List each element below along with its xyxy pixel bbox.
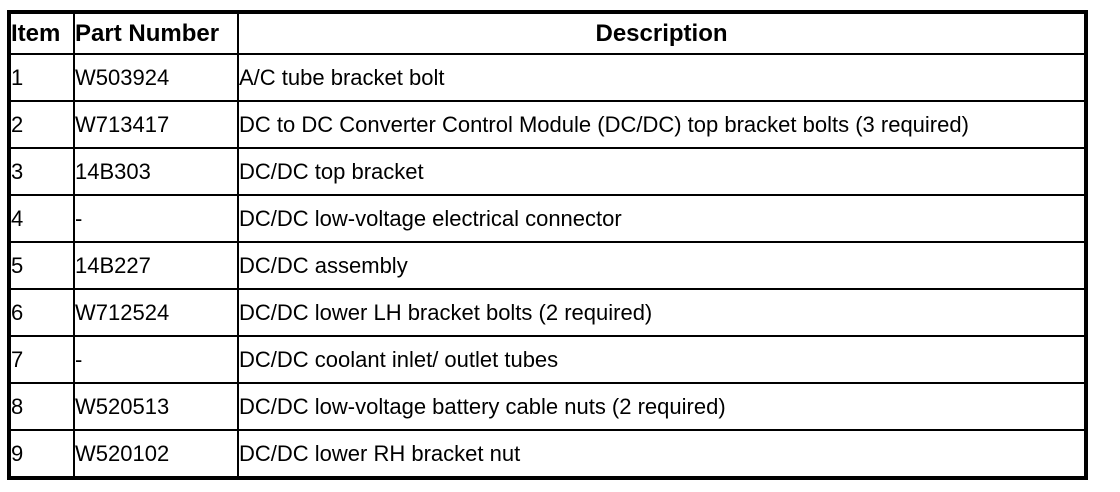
description-cell: DC/DC low-voltage battery cable nuts (2 … [237,382,1087,431]
table-row: 7 - DC/DC coolant inlet/ outlet tubes [8,335,1087,384]
table-row: 1 W503924 A/C tube bracket bolt [8,53,1087,102]
description-cell: DC/DC top bracket [237,147,1087,196]
column-header-item: Item [8,11,75,55]
item-cell: 8 [8,382,75,431]
table-row: 9 W520102 DC/DC lower RH bracket nut [8,429,1087,479]
item-cell: 7 [8,335,75,384]
item-cell: 2 [8,100,75,149]
part-number-cell: 14B303 [73,147,239,196]
item-cell: 3 [8,147,75,196]
item-cell: 4 [8,194,75,243]
part-number-cell: W713417 [73,100,239,149]
table-row: 3 14B303 DC/DC top bracket [8,147,1087,196]
header-row: Item Part Number Description [8,11,1087,55]
description-cell: DC/DC lower RH bracket nut [237,429,1087,479]
item-cell: 6 [8,288,75,337]
description-cell: DC to DC Converter Control Module (DC/DC… [237,100,1087,149]
part-number-cell: W503924 [73,53,239,102]
description-cell: DC/DC coolant inlet/ outlet tubes [237,335,1087,384]
description-cell: DC/DC lower LH bracket bolts (2 required… [237,288,1087,337]
part-number-cell: - [73,335,239,384]
item-cell: 5 [8,241,75,290]
table-row: 4 - DC/DC low-voltage electrical connect… [8,194,1087,243]
table-row: 5 14B227 DC/DC assembly [8,241,1087,290]
part-number-cell: W520513 [73,382,239,431]
item-cell: 9 [8,429,75,479]
table-row: 6 W712524 DC/DC lower LH bracket bolts (… [8,288,1087,337]
description-cell: DC/DC low-voltage electrical connector [237,194,1087,243]
table-row: 8 W520513 DC/DC low-voltage battery cabl… [8,382,1087,431]
description-cell: A/C tube bracket bolt [237,53,1087,102]
description-cell: DC/DC assembly [237,241,1087,290]
parts-table: Item Part Number Description 1 W503924 A… [7,10,1088,480]
part-number-cell: W520102 [73,429,239,479]
part-number-cell: W712524 [73,288,239,337]
table-row: 2 W713417 DC to DC Converter Control Mod… [8,100,1087,149]
part-number-cell: 14B227 [73,241,239,290]
column-header-part-number: Part Number [73,11,239,55]
column-header-description: Description [237,11,1087,55]
part-number-cell: - [73,194,239,243]
item-cell: 1 [8,53,75,102]
